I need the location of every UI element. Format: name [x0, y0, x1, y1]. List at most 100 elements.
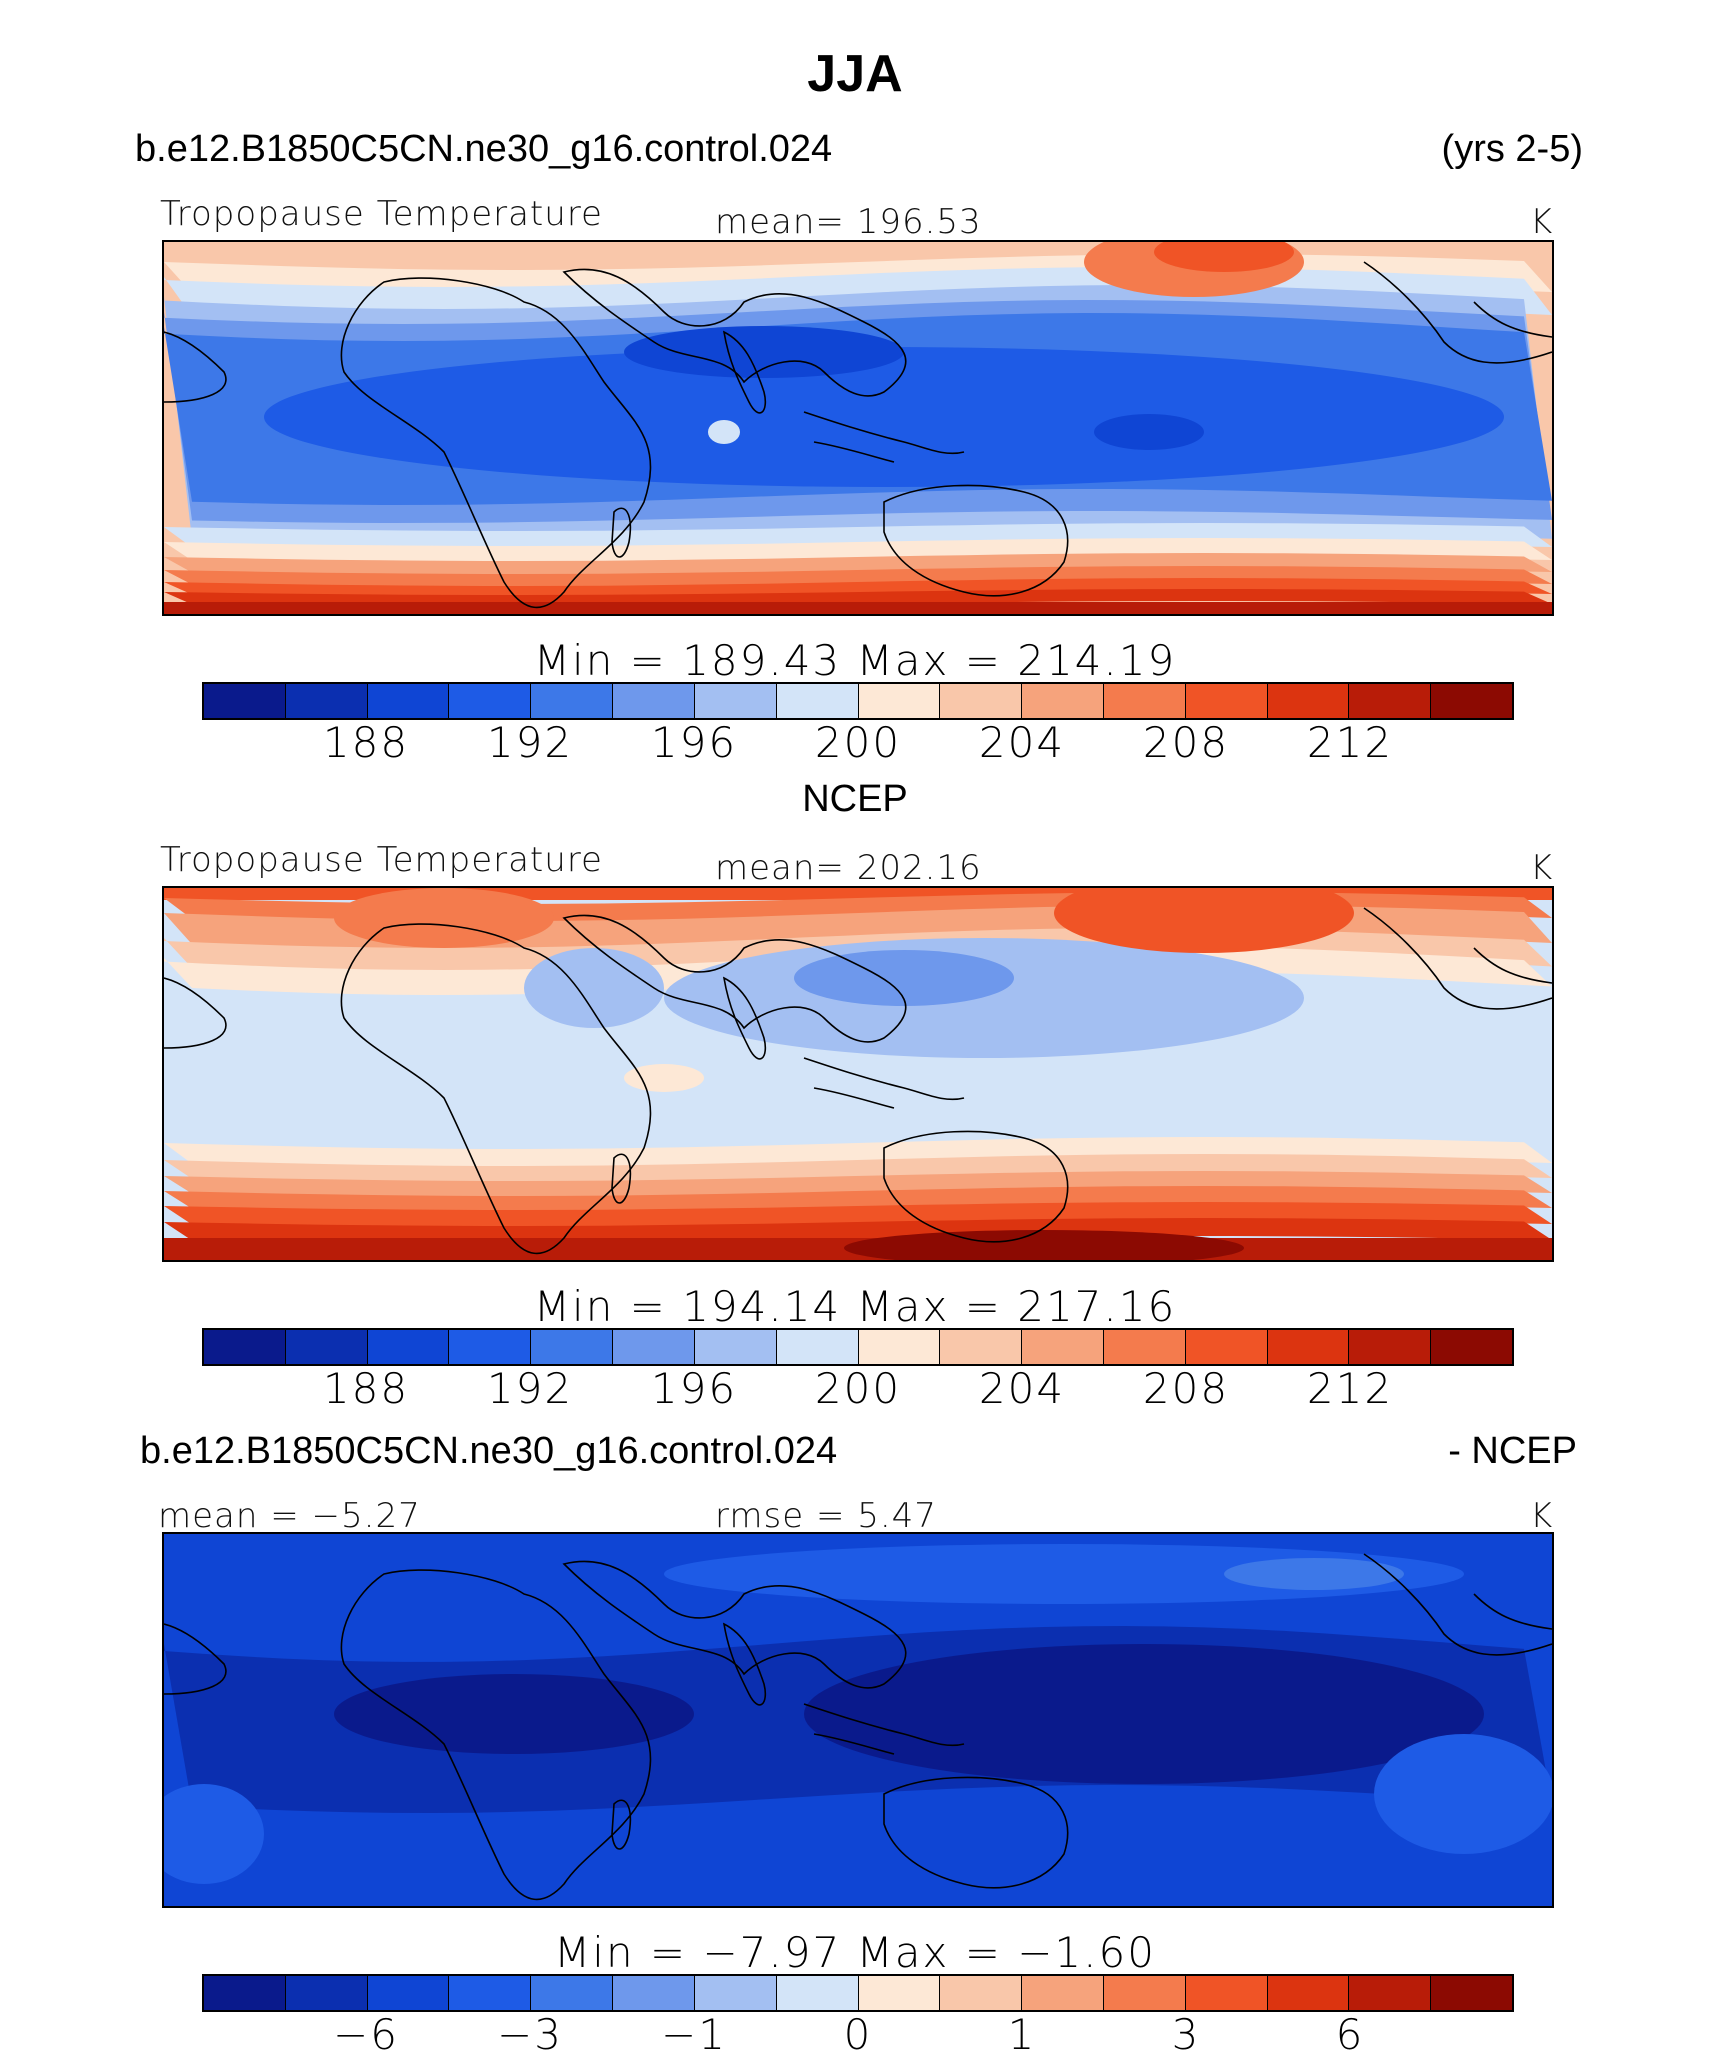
contour-cell [624, 326, 904, 378]
coastline [562, 914, 907, 1043]
contour-band [164, 523, 1552, 551]
colorbar-swatch [1349, 684, 1432, 718]
colorbar-tick-label: 212 [1306, 718, 1394, 767]
colorbar-tick-label: 196 [650, 718, 738, 767]
colorbar-swatch [1431, 1976, 1512, 2010]
colorbar-swatch [1103, 1976, 1186, 2010]
contour-band [164, 566, 1552, 588]
colorbar-swatch [367, 684, 450, 718]
panel1-minmax: Min = 189.43 Max = 214.19 [533, 636, 1177, 685]
contour-cell [1054, 888, 1354, 953]
colorbar-swatch [285, 1330, 368, 1364]
colorbar-swatch [940, 1976, 1023, 2010]
panel2-contour-field [164, 888, 1552, 1260]
coastline [611, 1799, 632, 1850]
colorbar-swatch [1267, 1976, 1350, 2010]
colorbar-swatch [613, 1976, 695, 2010]
panel3-colorbar [202, 1974, 1514, 2012]
colorbar-swatch [1267, 1330, 1350, 1364]
colorbar-swatch [858, 1330, 941, 1364]
coastline [340, 277, 652, 609]
colorbar-swatch [367, 1976, 450, 2010]
panel1-map [162, 240, 1554, 616]
coastline [883, 484, 1069, 597]
colorbar-tick-label: 192 [486, 1364, 574, 1413]
panel1-colorbar [202, 682, 1514, 720]
panel3-heading-right: - NCEP [1448, 1430, 1577, 1472]
colorbar-tick-label: −6 [333, 2010, 399, 2059]
panel3-units: K [1530, 1496, 1554, 1536]
panel2-colorbar [202, 1328, 1514, 1366]
colorbar-swatch [940, 1330, 1023, 1364]
colorbar-swatch [204, 684, 286, 718]
colorbar-tick-label: 208 [1142, 1364, 1230, 1413]
coastline [1473, 1593, 1552, 1630]
colorbar-swatch [449, 1330, 532, 1364]
coastline [1473, 301, 1552, 338]
colorbar-swatch [531, 1976, 614, 2010]
colorbar-tick-label: 204 [978, 718, 1066, 767]
colorbar-swatch [1349, 1330, 1432, 1364]
colorbar-swatch [1022, 1330, 1104, 1364]
panel2-mean-label: mean= 202.16 [715, 848, 982, 888]
years-label: (yrs 2-5) [1441, 128, 1583, 170]
panel1-units: K [1530, 202, 1554, 242]
contour-cell [1374, 1734, 1552, 1854]
colorbar-swatch [531, 1330, 614, 1364]
coastline [803, 1703, 965, 1747]
coastline [562, 268, 907, 397]
coastline [611, 1153, 632, 1204]
contour-band [164, 602, 1552, 614]
colorbar-swatch [1022, 684, 1104, 718]
coastline [340, 923, 652, 1255]
colorbar-tick-label: 212 [1306, 1364, 1394, 1413]
panel3-heading-left: b.e12.B1850C5CN.ne30_g16.control.024 [140, 1430, 838, 1472]
colorbar-tick-label: 1 [1007, 2010, 1037, 2059]
colorbar-tick-label: 3 [1171, 2010, 1201, 2059]
contour-cell [1224, 1558, 1404, 1590]
contour-band [164, 538, 1552, 564]
coastline [164, 977, 227, 1049]
contour-cell [264, 347, 1504, 487]
colorbar-swatch [613, 684, 695, 718]
coastline [164, 1623, 227, 1695]
panel2-heading: NCEP [802, 778, 908, 820]
colorbar-swatch [1022, 1976, 1104, 2010]
panel2-variable-label: Tropopause Temperature [160, 840, 603, 880]
contour-cell [664, 1544, 1464, 1604]
coastline [722, 1622, 767, 1706]
colorbar-tick-label: 200 [814, 718, 902, 767]
colorbar-tick-label: 0 [843, 2010, 873, 2059]
contour-cell [804, 1644, 1484, 1784]
colorbar-swatch [285, 1976, 368, 2010]
contour-cell [794, 950, 1014, 1006]
colorbar-swatch [1103, 1330, 1186, 1364]
coastline [1363, 1553, 1552, 1656]
panel2-colorbar-ticks: 188 192 196 200 204 208 212 [202, 1364, 1514, 1414]
coastline [883, 1776, 1069, 1889]
coastline [611, 507, 632, 558]
colorbar-swatch [694, 1330, 777, 1364]
panel3-rmse-label: rmse = 5.47 [715, 1496, 937, 1536]
colorbar-tick-label: 204 [978, 1364, 1066, 1413]
panel2-minmax: Min = 194.14 Max = 217.16 [533, 1282, 1177, 1331]
colorbar-swatch [531, 684, 614, 718]
contour-cell [334, 888, 554, 948]
colorbar-tick-label: 6 [1335, 2010, 1365, 2059]
colorbar-swatch [285, 684, 368, 718]
colorbar-swatch [776, 1330, 859, 1364]
coastline [722, 976, 767, 1060]
colorbar-tick-label: −3 [497, 2010, 563, 2059]
plot-title: JJA [807, 45, 903, 103]
colorbar-swatch [204, 1330, 286, 1364]
panel2-units: K [1530, 848, 1554, 888]
panel2-map [162, 886, 1554, 1262]
colorbar-tick-label: −1 [661, 2010, 727, 2059]
contour-cell [1094, 414, 1204, 450]
panel3-contour-field [164, 1534, 1552, 1906]
panel3-mean-label: mean = −5.27 [158, 1496, 421, 1536]
coastline [813, 1733, 895, 1755]
coastline [1473, 947, 1552, 984]
colorbar-swatch [858, 684, 941, 718]
colorbar-swatch [449, 684, 532, 718]
